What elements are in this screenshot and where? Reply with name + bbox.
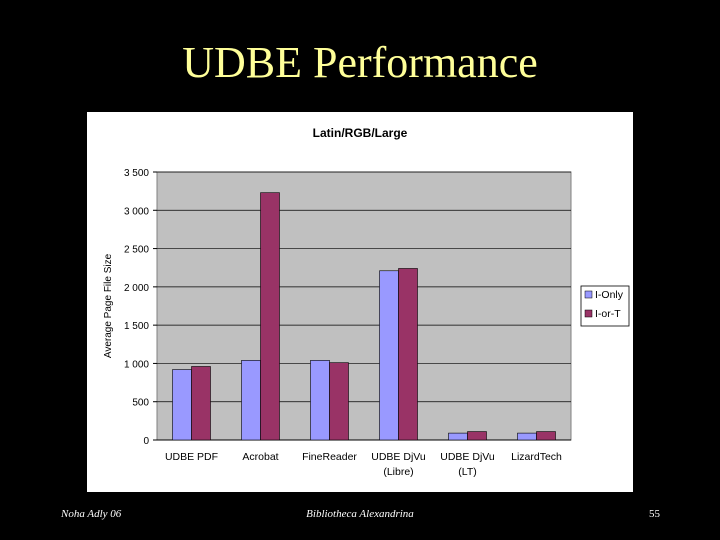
legend-label-i-only: I-Only	[595, 289, 624, 301]
bar-i-or-t-0	[191, 366, 211, 441]
bar-i-only-0	[172, 369, 192, 441]
bar-i-only-2	[310, 360, 330, 441]
y-tick-label: 2 000	[124, 283, 149, 294]
plot-area	[156, 171, 572, 441]
bar-i-only-3	[379, 270, 399, 441]
x-tick-label: LizardTech	[511, 451, 562, 463]
bar-i-or-t-5	[536, 431, 556, 441]
legend-swatch-i-or-t	[584, 309, 593, 318]
y-tick-label: 500	[132, 398, 149, 409]
x-tick-label: FineReader	[302, 451, 357, 463]
footer-author: Noha Adly 06	[61, 508, 122, 520]
y-tick-label: 1 000	[124, 359, 149, 370]
x-tick-label: (Libre)	[383, 466, 413, 478]
x-tick-label: Acrobat	[242, 451, 278, 463]
y-tick-label: 0	[143, 436, 149, 447]
chart-title: Latin/RGB/Large	[313, 126, 408, 140]
bar-i-or-t-1	[260, 192, 280, 441]
y-tick-label: 2 500	[124, 245, 149, 256]
chart-panel: Latin/RGB/Large 0 500 1 000 1 500 2 000 2 500 3…	[87, 112, 633, 492]
y-tick-label: 1 500	[124, 321, 149, 332]
x-tick-label: (LT)	[458, 466, 476, 478]
y-axis-label: Average Page File Size	[103, 253, 114, 358]
x-tick-label: UDBE DjVu	[440, 451, 495, 463]
legend-label-i-or-t: I-or-T	[595, 308, 621, 320]
slide-title: UDBE Performance	[182, 38, 538, 87]
bar-i-or-t-2	[329, 362, 349, 441]
y-tick-label: 3 500	[124, 168, 149, 179]
bar-i-only-1	[241, 360, 261, 441]
x-tick-label: UDBE DjVu	[371, 451, 426, 463]
bar-i-or-t-4	[467, 431, 487, 441]
y-tick-label: 3 000	[124, 206, 149, 217]
bar-i-only-4	[448, 432, 468, 441]
bar-i-or-t-3	[398, 268, 418, 441]
footer-institution: Bibliotheca Alexandrina	[306, 508, 414, 520]
x-tick-label: UDBE PDF	[165, 451, 218, 463]
bar-i-only-5	[517, 432, 537, 441]
bar-chart: Latin/RGB/Large 0 500 1 000 1 500 2 000 2 500 3…	[103, 126, 630, 478]
page-number: 55	[649, 508, 660, 520]
legend-swatch-i-only	[584, 290, 593, 299]
